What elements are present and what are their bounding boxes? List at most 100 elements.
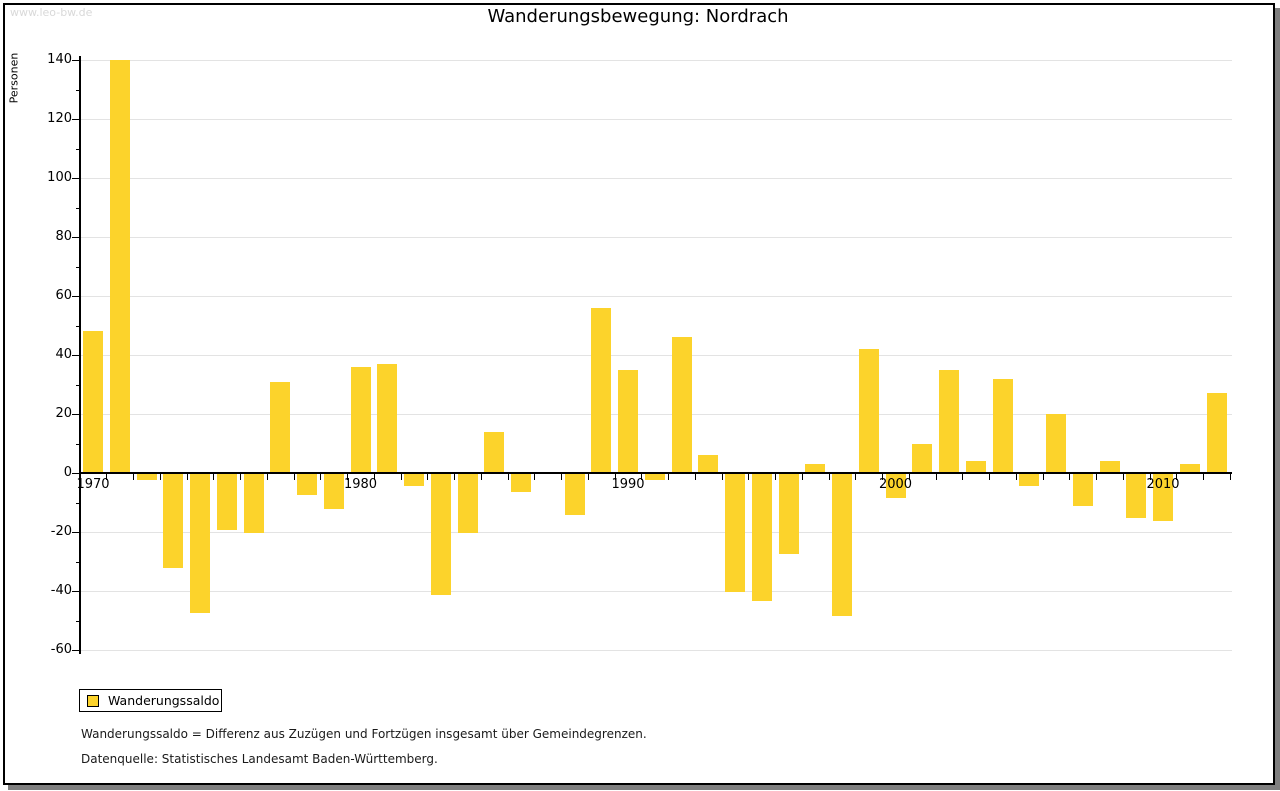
y-minor-tick-10 <box>76 443 81 445</box>
x-year-tick-18 <box>561 474 563 480</box>
bar-1971 <box>109 60 130 473</box>
x-year-tick-21 <box>641 474 643 480</box>
gridline-y--40 <box>81 591 1232 592</box>
bar-1993 <box>698 455 719 473</box>
x-year-tick-26 <box>775 474 777 480</box>
x-year-tick-20 <box>614 474 616 480</box>
bar-1988 <box>564 474 585 516</box>
gridline-y-140 <box>81 60 1232 61</box>
x-year-tick-25 <box>748 474 750 480</box>
y-minor-tick--50 <box>76 620 81 622</box>
y-minor-tick-110 <box>76 148 81 150</box>
bar-2007 <box>1072 474 1093 507</box>
x-year-tick-5 <box>213 474 215 480</box>
y-major-tick--60 <box>72 650 81 651</box>
bar-2009 <box>1126 474 1147 519</box>
bar-1990 <box>618 369 638 473</box>
y-tick-label-40: 40 <box>55 347 72 362</box>
bar-2011 <box>1179 464 1200 473</box>
bar-1998 <box>832 474 852 616</box>
x-year-tick-32 <box>935 474 937 480</box>
bar-2008 <box>1099 461 1120 473</box>
y-major-tick--40 <box>72 591 81 592</box>
bar-1994 <box>725 474 745 592</box>
bar-1980 <box>350 366 371 473</box>
y-tick-label-0: 0 <box>63 465 72 480</box>
x-tick-label-1990: 1990 <box>611 477 645 492</box>
y-minor-tick-70 <box>76 266 81 268</box>
y-tick-label--20: -20 <box>50 524 72 539</box>
y-major-tick-40 <box>72 355 81 356</box>
y-tick-label-100: 100 <box>47 170 72 185</box>
bar-1972 <box>136 474 157 480</box>
bar-2000 <box>885 474 906 498</box>
bar-1977 <box>270 381 291 473</box>
y-minor-tick--30 <box>76 561 81 563</box>
y-tick-label-140: 140 <box>47 52 72 67</box>
y-minor-tick--10 <box>76 502 81 504</box>
x-axis-line <box>79 472 1232 474</box>
x-year-tick-39 <box>1122 474 1124 480</box>
bar-1995 <box>751 474 772 601</box>
bar-1984 <box>457 474 478 533</box>
x-year-tick-0 <box>79 474 81 480</box>
bar-1985 <box>484 431 505 473</box>
bar-1991 <box>644 474 665 480</box>
x-year-tick-24 <box>721 474 723 480</box>
x-year-tick-33 <box>962 474 964 480</box>
y-major-tick-100 <box>72 178 81 179</box>
bar-1975 <box>216 474 237 531</box>
x-year-tick-12 <box>400 474 402 480</box>
x-year-tick-29 <box>855 474 857 480</box>
x-year-tick-27 <box>801 474 803 480</box>
bar-1978 <box>297 474 317 495</box>
x-year-tick-3 <box>159 474 161 480</box>
x-year-tick-28 <box>828 474 830 480</box>
bar-1996 <box>778 474 799 554</box>
watermark: www.leo-bw.de <box>10 6 93 19</box>
y-minor-tick-30 <box>76 384 81 386</box>
bar-2001 <box>912 443 933 473</box>
x-tick-label-1970: 1970 <box>76 477 110 492</box>
legend-swatch-icon <box>87 694 99 707</box>
footnote-definition: Wanderungssaldo = Differenz aus Zuzügen … <box>81 727 647 741</box>
bar-2006 <box>1046 414 1066 473</box>
y-tick-label--60: -60 <box>50 642 72 657</box>
bar-1976 <box>243 474 264 533</box>
chart-frame <box>3 3 1275 785</box>
bar-1979 <box>323 474 344 510</box>
gridline-y-100 <box>81 178 1232 179</box>
x-year-tick-43 <box>1229 474 1231 480</box>
x-year-tick-19 <box>587 474 589 480</box>
gridline-y-40 <box>81 355 1232 356</box>
x-year-tick-35 <box>1015 474 1017 480</box>
x-year-tick-42 <box>1203 474 1205 480</box>
x-year-tick-17 <box>534 474 536 480</box>
x-year-tick-38 <box>1096 474 1098 480</box>
chart-title: Wanderungsbewegung: Nordrach <box>487 6 789 27</box>
y-tick-label-80: 80 <box>55 229 72 244</box>
gridline-y-120 <box>81 119 1232 120</box>
x-year-tick-6 <box>240 474 242 480</box>
y-major-tick--20 <box>72 532 81 533</box>
x-year-tick-41 <box>1176 474 1178 480</box>
x-year-tick-4 <box>186 474 188 480</box>
bar-2003 <box>965 461 986 473</box>
y-minor-tick-50 <box>76 325 81 327</box>
x-year-tick-34 <box>989 474 991 480</box>
y-major-tick-20 <box>72 414 81 415</box>
bar-1974 <box>190 474 210 613</box>
bar-2002 <box>939 369 959 473</box>
bar-1997 <box>805 464 826 473</box>
bar-1973 <box>163 474 184 569</box>
bar-1981 <box>377 363 398 473</box>
x-year-tick-10 <box>347 474 349 480</box>
bar-2012 <box>1206 393 1227 473</box>
x-tick-label-1980: 1980 <box>343 477 378 492</box>
bar-1970 <box>83 331 103 473</box>
x-year-tick-11 <box>373 474 375 480</box>
footnote-source: Datenquelle: Statistisches Landesamt Bad… <box>81 752 438 766</box>
gridline-y-80 <box>81 237 1232 238</box>
x-year-tick-36 <box>1042 474 1044 480</box>
